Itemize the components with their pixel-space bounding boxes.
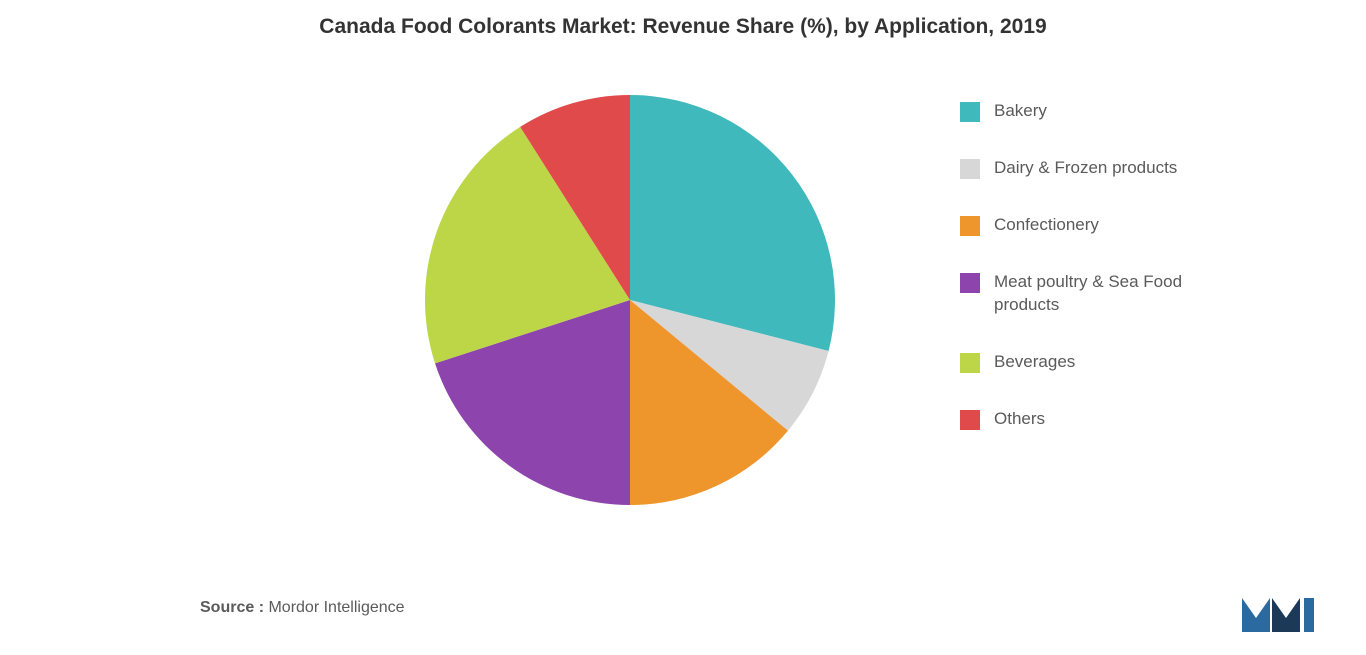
source-line: Source : Mordor Intelligence — [200, 599, 405, 617]
legend-swatch-icon — [960, 273, 980, 293]
legend-swatch-icon — [960, 159, 980, 179]
source-label: Source : — [200, 599, 264, 616]
legend-item-3: Meat poultry & Sea Food products — [960, 271, 1240, 317]
legend-label: Dairy & Frozen products — [994, 157, 1177, 180]
legend-swatch-icon — [960, 353, 980, 373]
legend: Bakery Dairy & Frozen products Confectio… — [960, 100, 1240, 465]
legend-label: Beverages — [994, 351, 1075, 374]
brand-logo-icon — [1242, 588, 1326, 637]
legend-label: Meat poultry & Sea Food products — [994, 271, 1240, 317]
legend-label: Bakery — [994, 100, 1047, 123]
chart-title: Canada Food Colorants Market: Revenue Sh… — [0, 15, 1366, 39]
legend-item-0: Bakery — [960, 100, 1240, 123]
legend-swatch-icon — [960, 216, 980, 236]
legend-label: Others — [994, 408, 1045, 431]
legend-item-1: Dairy & Frozen products — [960, 157, 1240, 180]
source-value: Mordor Intelligence — [268, 599, 404, 616]
pie-chart — [425, 95, 835, 505]
legend-item-4: Beverages — [960, 351, 1240, 374]
legend-label: Confectionery — [994, 214, 1099, 237]
legend-item-2: Confectionery — [960, 214, 1240, 237]
legend-item-5: Others — [960, 408, 1240, 431]
legend-swatch-icon — [960, 410, 980, 430]
chart-container: Canada Food Colorants Market: Revenue Sh… — [0, 0, 1366, 655]
legend-swatch-icon — [960, 102, 980, 122]
